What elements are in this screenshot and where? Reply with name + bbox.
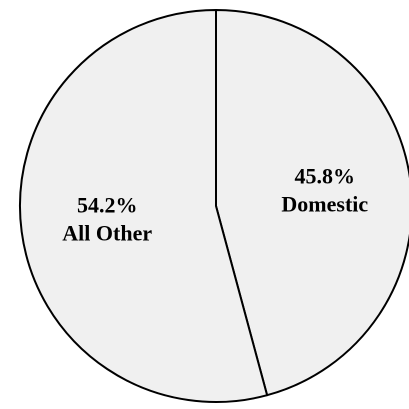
pie-slice-all-other xyxy=(18,9,269,403)
slice-label-value-all-other: 54.2% xyxy=(77,192,138,217)
slice-label-value-domestic: 45.8% xyxy=(295,164,356,189)
slice-label-name-domestic: Domestic xyxy=(281,192,368,217)
slice-label-name-all-other: All Other xyxy=(62,220,152,245)
pie-slice-domestic xyxy=(215,9,409,397)
pie-labels: 45.8% Domestic 54.2% All Other xyxy=(62,164,368,246)
pie-slices xyxy=(18,9,409,403)
